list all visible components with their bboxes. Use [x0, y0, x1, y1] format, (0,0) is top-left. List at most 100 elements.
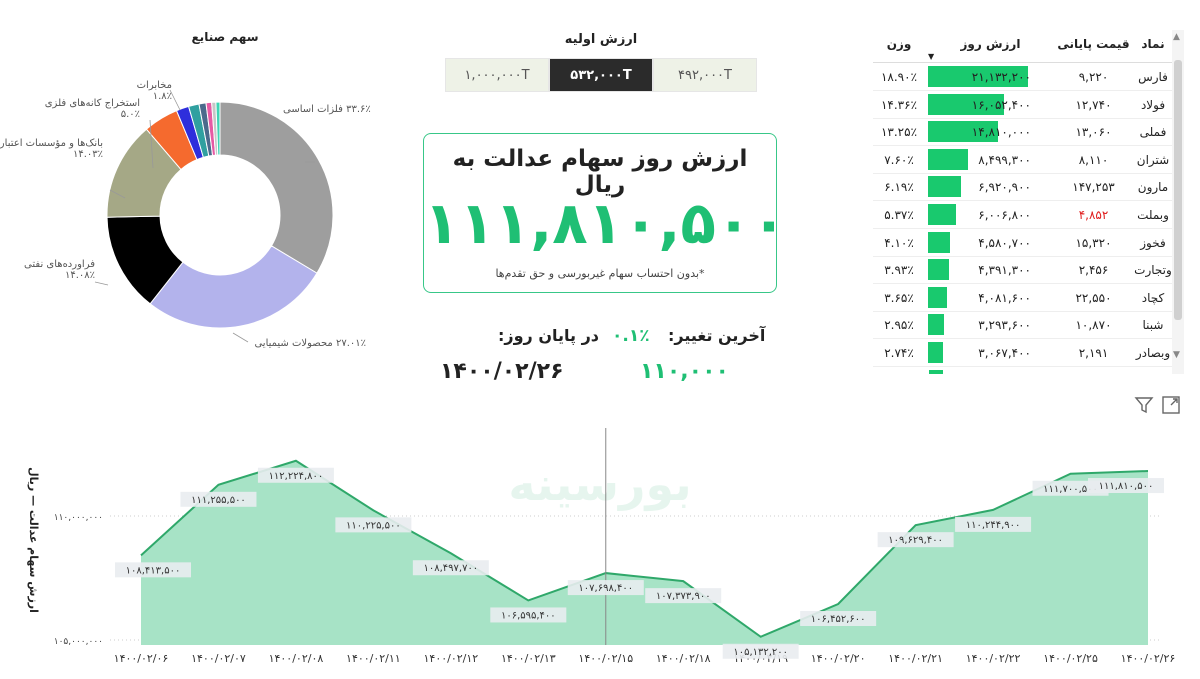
initial-value-option-492000[interactable]: ۴۹۲,۰۰۰T — [653, 58, 757, 92]
cell-weight: ۲.۷۴٪ — [884, 346, 914, 360]
donut-label-oil-products: فراورده‌های نفتی ۱۴.۰۸٪ — [20, 259, 95, 281]
cell-daily-value: ۳,۰۶۷,۴۰۰ — [978, 346, 1031, 360]
donut-label-pct: ۱.۸٪ — [152, 91, 172, 102]
donut-label-banks: بانک‌ها و مؤسسات اعتباری ۱۴.۰۳٪ — [0, 138, 103, 160]
table-row[interactable]: مارون ۱۴۷,۲۵۳ ۶,۹۲۰,۹۰۰ ۶.۱۹٪ — [873, 173, 1173, 202]
data-label-bg — [257, 467, 334, 483]
x-tick-label: ۱۴۰۰/۰۲/۲۵ — [1043, 652, 1098, 665]
table-row[interactable]: شتران ۸,۱۱۰ ۸,۴۹۹,۳۰۰ ۷.۶۰٪ — [873, 146, 1173, 174]
table-row[interactable]: وبملت ۴,۸۵۲ ۶,۰۰۶,۸۰۰ ۵.۳۷٪ — [873, 201, 1173, 229]
table-row[interactable]: فولاد ۱۲,۷۴۰ ۱۶,۰۵۲,۴۰۰ ۱۴.۳۶٪ — [873, 91, 1173, 119]
cell-close-price: ۲,۴۵۶ — [1078, 263, 1109, 278]
data-label: ۱۱۰,۲۲۵,۵۰۰ — [335, 517, 412, 533]
cell-weight: ۱۴.۳۶٪ — [880, 97, 918, 112]
initial-value-title: ارزش اولیه — [564, 32, 638, 47]
data-label-text: ۱۰۶,۴۵۲,۶۰۰ — [811, 614, 866, 625]
donut-label-chemicals: ۲۷.۰۱٪ محصولات شیمیایی — [254, 338, 366, 349]
scroll-down-icon[interactable]: ▼ — [1173, 350, 1180, 360]
value-bar — [928, 121, 998, 143]
table-row[interactable]: کچاد ۲۲,۵۵۰ ۴,۰۸۱,۶۰۰ ۳.۶۵٪ — [873, 284, 1173, 312]
cell-symbol: فارس — [1138, 70, 1168, 84]
cell-weight: ۲.۹۵٪ — [884, 318, 914, 333]
data-label: ۱۰۶,۵۹۵,۴۰۰ — [490, 607, 567, 623]
data-label-bg — [1088, 478, 1164, 494]
cell-daily-value: ۶,۹۲۰,۹۰۰ — [978, 180, 1031, 195]
watermark-logo: بورسینه — [508, 457, 691, 511]
focus-mode-icon[interactable] — [1160, 394, 1182, 416]
table-row[interactable]: فملی ۱۳,۰۶۰ ۱۴,۸۱۰,۰۰۰ ۱۳.۲۵٪ — [873, 118, 1173, 147]
donut-slice[interactable] — [149, 245, 318, 329]
data-label-text: ۱۱۱,۲۵۵,۵۰۰ — [191, 495, 246, 506]
cell-daily-value: ۸,۴۹۹,۳۰۰ — [978, 152, 1031, 167]
leader-line — [169, 89, 181, 111]
cell-symbol: وبملت — [1137, 208, 1169, 222]
cell-daily-value: ۲۱,۱۳۲,۲۰۰ — [971, 70, 1031, 84]
initial-value-option-532000[interactable]: ۵۳۲,۰۰۰T — [549, 58, 653, 92]
data-label-bg — [335, 517, 412, 533]
cell-symbol: کچاد — [1141, 290, 1165, 305]
donut-slice[interactable] — [215, 101, 221, 156]
donut-label-name: مخابرات — [136, 80, 172, 91]
scroll-up-icon[interactable]: ▲ — [1173, 32, 1180, 42]
filter-icon[interactable] — [1133, 394, 1155, 416]
col-symbol[interactable]: نماد — [1141, 37, 1165, 51]
table-row-partial — [873, 370, 1173, 374]
data-label-text: ۱۰۵,۱۳۲,۲۰۰ — [733, 647, 788, 658]
initial-value-option-1000000[interactable]: ۱,۰۰۰,۰۰۰T — [445, 58, 549, 92]
cell-close-price: ۹,۲۲۰ — [1078, 70, 1109, 84]
sort-descending-icon[interactable]: ▼ — [928, 52, 935, 61]
data-label: ۱۰۷,۳۷۳,۹۰۰ — [645, 588, 722, 604]
leader-line — [149, 119, 154, 169]
daily-value-card: ارزش روز سهام عدالت به ریال ۱۱۱,۸۱۰,۵۰۰ … — [423, 133, 786, 293]
cell-close-price: ۴,۸۵۲ — [1078, 208, 1109, 222]
data-label: ۱۰۸,۴۱۳,۵۰۰ — [115, 562, 191, 578]
daily-value-area-chart[interactable]: بورسینه ۱۰۵,۰۰۰,۰۰۰ ۱۱۰,۰۰۰,۰۰۰ ۱۴۰۰/۰۲/۰… — [0, 400, 1200, 679]
end-of-day-value: ۱۱۰,۰۰۰ — [640, 359, 729, 384]
leader-line — [109, 189, 126, 199]
x-tick-label: ۱۴۰۰/۰۲/۲۶ — [1121, 652, 1176, 665]
x-tick-label: ۱۴۰۰/۰۲/۰۷ — [191, 652, 246, 665]
value-bar — [928, 176, 961, 198]
table-row[interactable]: فارس ۹,۲۲۰ ۲۱,۱۳۲,۲۰۰ ۱۸.۹۰٪ — [873, 63, 1173, 91]
donut-slice[interactable] — [219, 101, 334, 274]
table-row[interactable]: فخوز ۱۵,۳۲۰ ۴,۵۸۰,۷۰۰ ۴.۱۰٪ — [873, 229, 1173, 257]
data-label: ۱۱۱,۸۱۰,۵۰۰ — [1088, 478, 1164, 494]
data-label-bg — [567, 580, 644, 596]
table-row[interactable]: وبصادر ۲,۱۹۱ ۳,۰۶۷,۴۰۰ ۲.۷۴٪ — [873, 339, 1173, 367]
data-label-text: ۱۱۱,۸۱۰,۵۰۰ — [1099, 481, 1154, 492]
data-label-bg — [955, 516, 1032, 532]
cell-daily-value: ۴,۳۹۱,۳۰۰ — [978, 263, 1031, 278]
industry-share-donut[interactable] — [0, 50, 420, 370]
table-row[interactable]: وتجارت ۲,۴۵۶ ۴,۳۹۱,۳۰۰ ۳.۹۳٪ — [873, 256, 1173, 285]
donut-label-metal-ore: استخراج کانه‌های فلزی ۵.۰٪ — [40, 98, 140, 120]
x-tick-label: ۱۴۰۰/۰۲/۱۱ — [346, 652, 401, 665]
cell-daily-value: ۱۴,۸۱۰,۰۰۰ — [971, 125, 1031, 140]
x-tick-label: ۱۴۰۰/۰۲/۲۱ — [888, 652, 943, 665]
data-label-bg — [180, 491, 257, 507]
value-bar — [928, 148, 968, 170]
value-bar — [928, 93, 1004, 115]
col-daily-value[interactable]: ارزش روز — [960, 37, 1021, 51]
data-label: ۱۰۵,۱۳۲,۲۰۰ — [722, 643, 799, 659]
table-scrollbar-thumb[interactable] — [1174, 60, 1182, 320]
cell-weight: ۵.۳۷٪ — [884, 208, 914, 222]
table-row[interactable]: شبنا ۱۰,۸۷۰ ۳,۲۹۳,۶۰۰ ۲.۹۵٪ — [873, 311, 1173, 340]
stocks-table[interactable]: نماد قیمت پایانی ارزش روز ▼ وزن فارس ۹,۲۲… — [873, 30, 1185, 374]
cell-daily-value: ۴,۵۸۰,۷۰۰ — [978, 235, 1031, 250]
value-bar — [928, 286, 947, 308]
col-close-price[interactable]: قیمت پایانی — [1057, 37, 1130, 51]
cell-symbol: مارون — [1137, 180, 1169, 195]
x-tick-label: ۱۴۰۰/۰۲/۰۶ — [114, 652, 169, 665]
x-tick-label: ۱۴۰۰/۰۲/۱۸ — [656, 652, 711, 665]
col-weight[interactable]: وزن — [886, 37, 912, 51]
x-tick-label: ۱۴۰۰/۰۲/۲۲ — [966, 652, 1021, 665]
data-label-text: ۱۱۰,۲۲۵,۵۰۰ — [346, 520, 401, 531]
industry-share-title: سهم صنایع — [191, 30, 259, 44]
x-tick-label: ۱۴۰۰/۰۲/۱۳ — [501, 652, 556, 665]
table-header: نماد قیمت پایانی ارزش روز ▼ وزن — [873, 30, 1173, 63]
data-label: ۱۰۷,۶۹۸,۴۰۰ — [567, 580, 644, 596]
data-label-text: ۱۰۹,۶۲۹,۴۰۰ — [888, 535, 943, 546]
data-label-text: ۱۰۸,۴۹۷,۷۰۰ — [423, 563, 478, 574]
data-label: ۱۱۰,۲۴۴,۹۰۰ — [955, 516, 1032, 532]
last-change-value: ۰.۱٪ — [612, 326, 650, 346]
